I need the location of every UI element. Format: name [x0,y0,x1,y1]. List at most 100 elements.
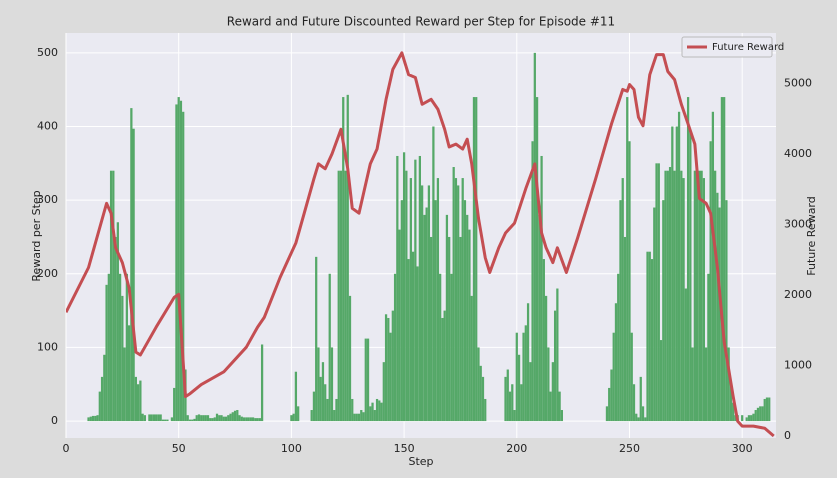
bar [677,111,681,422]
bar [515,332,518,422]
bar [294,371,298,422]
bar [195,415,198,422]
bar [477,347,480,422]
bar [400,200,403,422]
bar [466,214,469,422]
bar [720,97,724,422]
bar [470,295,473,422]
bar [233,410,237,422]
bar [224,416,228,422]
bar [170,417,174,422]
bar [324,384,327,422]
bar [414,159,417,422]
bar [173,387,176,422]
bar [337,170,340,422]
bar [249,417,252,422]
bar [468,229,471,422]
bar [290,415,293,422]
bar [321,362,325,422]
bar [553,310,557,422]
bar [682,178,685,422]
bar [236,410,239,422]
bar [166,419,169,422]
bar [630,332,633,422]
bar [535,97,539,422]
bar [626,97,629,422]
bar [98,391,101,422]
bar [506,369,509,422]
bar [373,410,376,422]
bar [522,332,525,422]
bar [556,288,559,422]
y2-tick-label: 4000 [784,147,812,160]
bar [427,185,431,422]
bar [524,325,527,422]
bar [549,391,552,422]
bar [754,410,757,422]
bar [432,126,435,422]
bar [623,236,627,422]
x-tick-label: 100 [281,442,302,455]
bar [750,415,753,422]
bar [560,410,563,422]
bar [641,406,645,422]
bar [355,413,358,422]
bar [684,288,687,422]
bar [105,284,108,422]
y2-tick-label: 3000 [784,218,812,231]
bar [366,338,370,422]
bar [547,347,550,422]
bar [434,200,437,422]
bar [441,317,444,422]
bar [229,413,232,422]
bar [765,397,769,422]
bar [371,402,374,422]
bar [725,200,728,422]
bar [247,417,250,422]
x-tick-label: 200 [506,442,527,455]
bar [346,94,349,422]
bar [130,108,133,422]
y2-tick-label: 1000 [784,359,812,372]
bar [326,398,329,422]
bar [141,413,144,422]
bar [732,402,735,422]
bar [551,362,554,422]
bar [202,415,205,422]
bar [768,397,771,422]
bar [134,376,137,422]
bar [423,214,426,422]
bar [716,192,719,422]
bar [698,170,701,422]
bar [612,332,615,422]
bar [315,256,318,422]
bar [508,391,512,422]
plot [66,51,775,438]
bar [100,376,104,422]
bar [152,414,156,422]
bar [335,398,338,422]
bar [364,338,367,422]
bar [89,416,92,422]
bar [436,178,440,422]
bar [693,170,696,422]
bar [94,415,97,422]
bar [533,52,536,422]
bar [542,259,545,422]
bar [445,214,449,422]
bar [157,414,160,422]
chart-title: Reward and Future Discounted Reward per … [227,15,615,29]
bar [461,178,464,422]
bar [511,384,514,422]
bar [369,406,372,422]
bar [242,417,246,422]
bar [240,416,243,422]
bar [526,303,530,422]
bar [727,347,730,422]
bar [448,236,451,422]
x-tick-label: 300 [732,442,753,455]
bar [260,344,264,422]
bar [418,155,421,422]
y-axis-label: Reward per Step [30,190,43,281]
